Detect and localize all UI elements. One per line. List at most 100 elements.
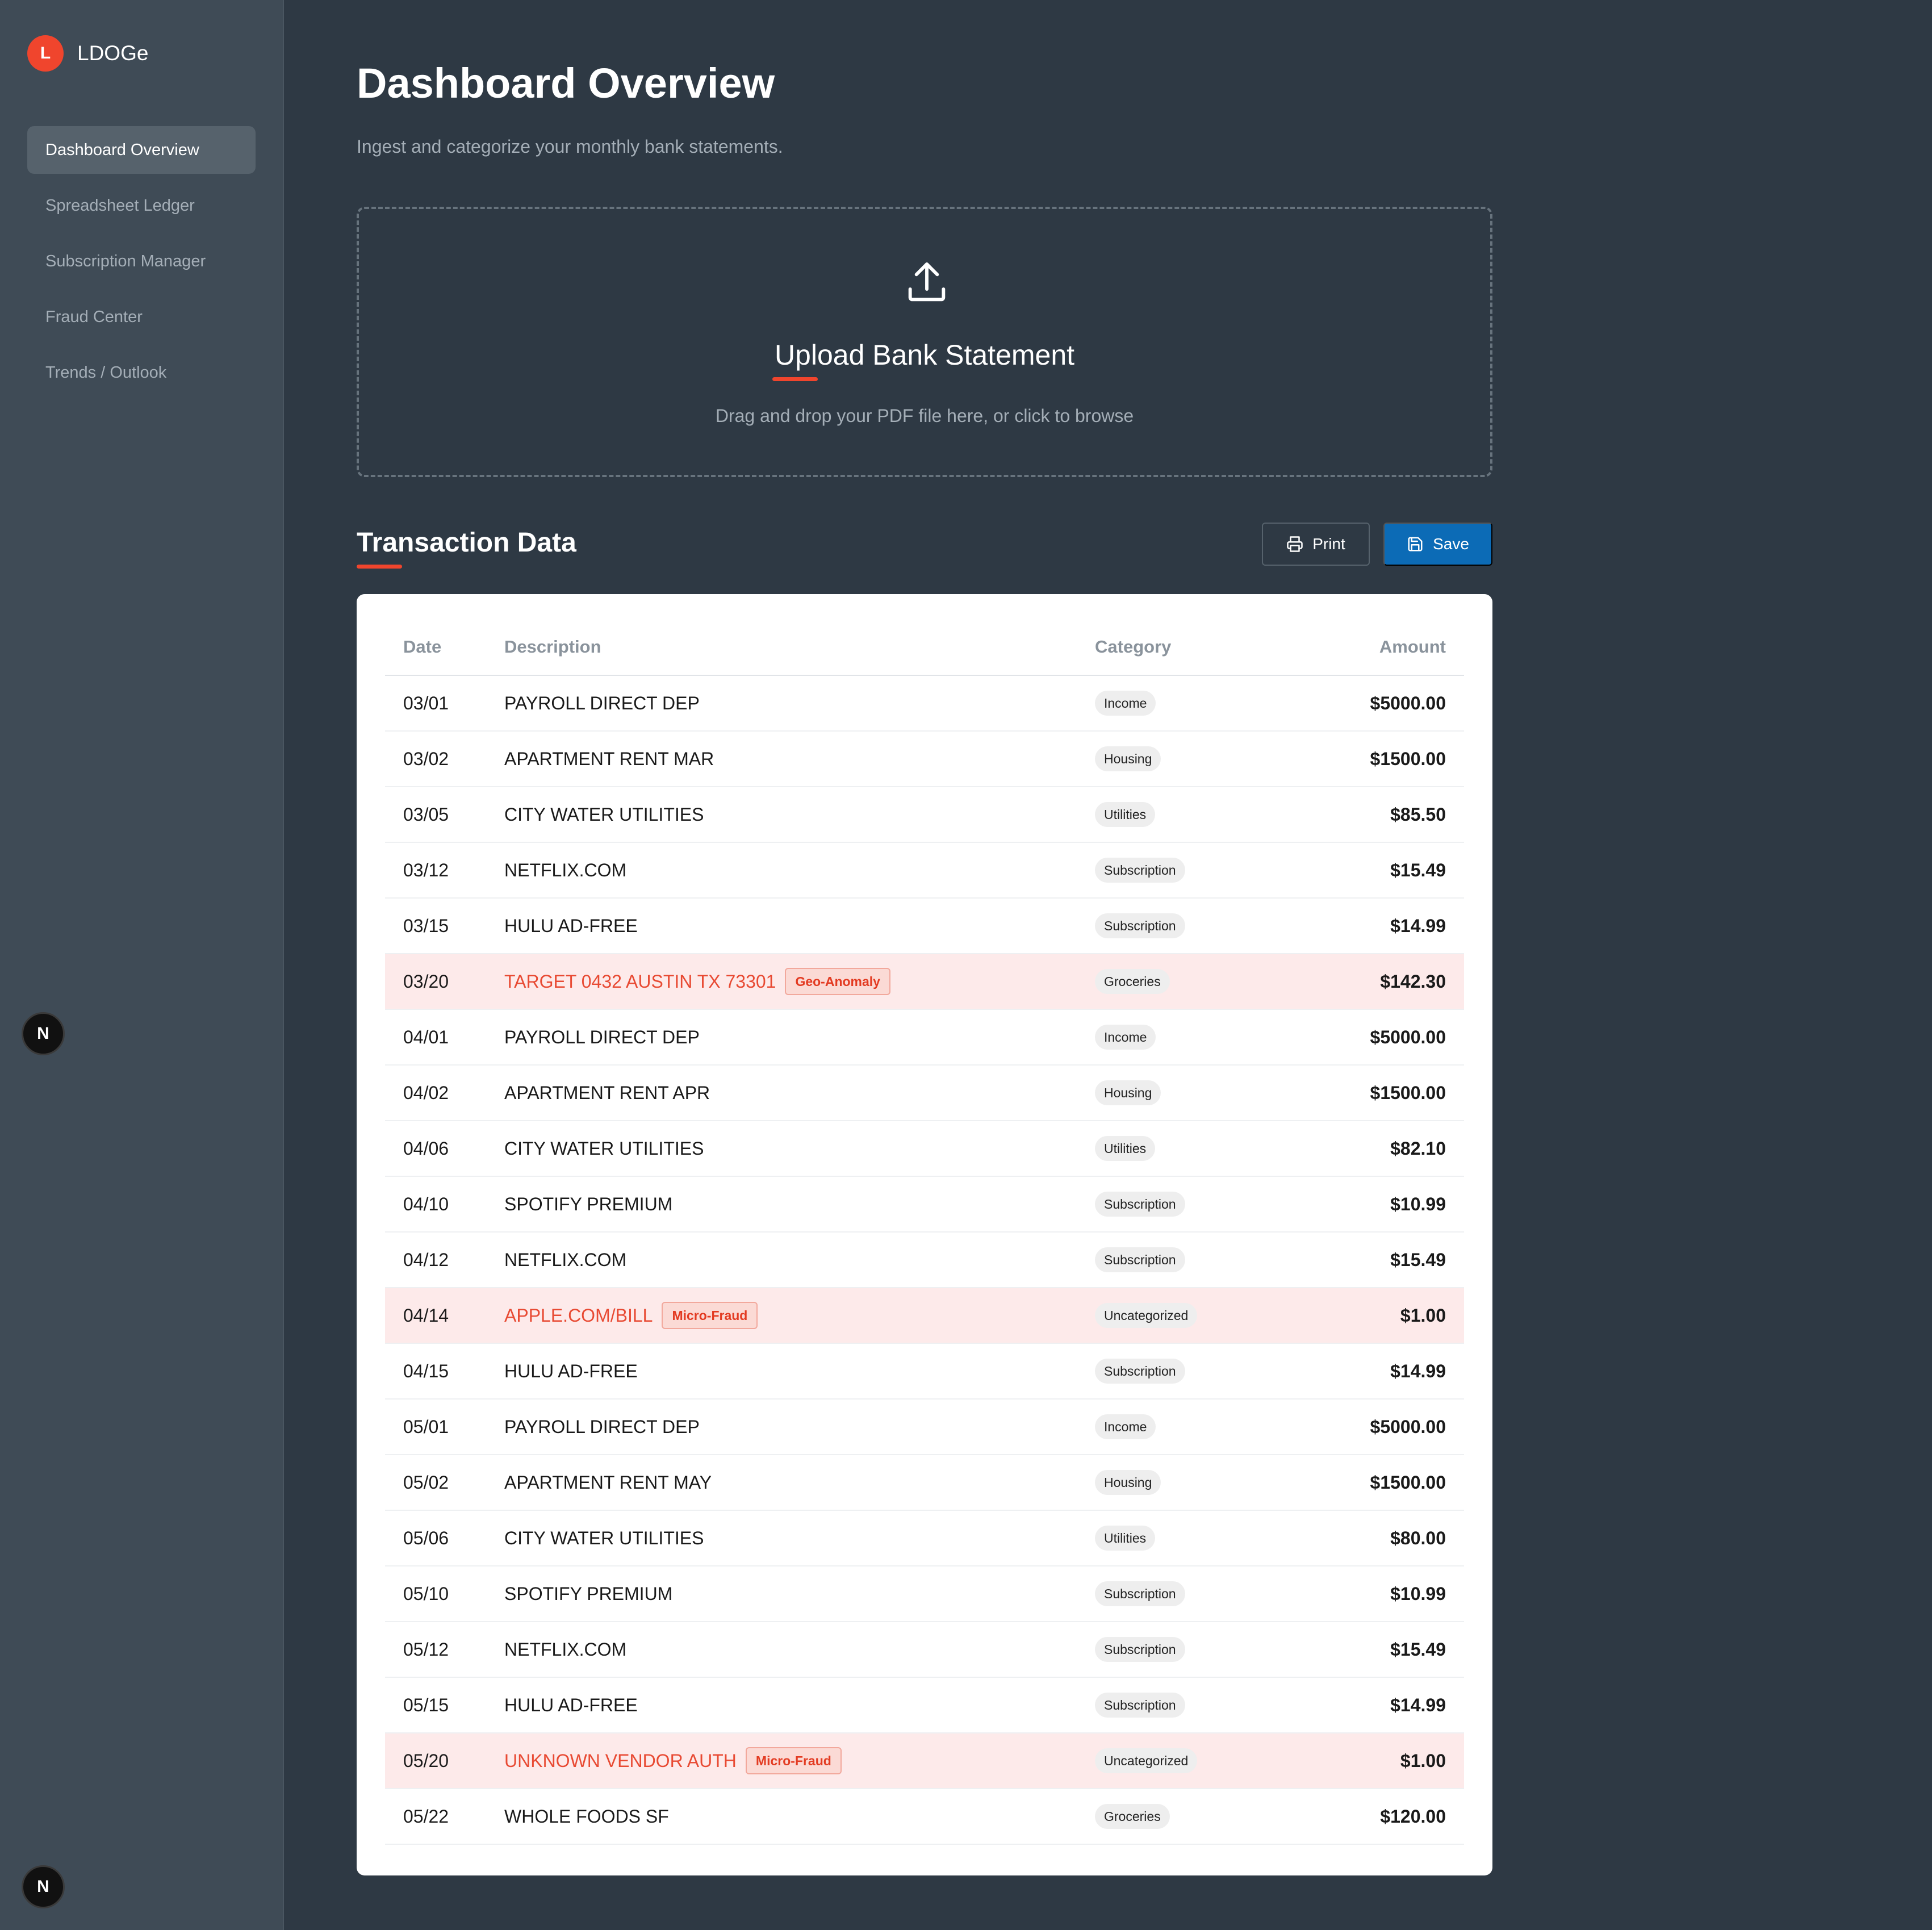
category-pill[interactable]: Utilities [1095,802,1156,827]
cell-date: 05/10 [403,1583,449,1604]
category-pill[interactable]: Subscription [1095,1693,1185,1718]
category-pill[interactable]: Utilities [1095,1526,1156,1551]
table-row[interactable]: 04/12 NETFLIX.COM Subscription $15.49 [385,1233,1464,1288]
table-row[interactable]: 05/10 SPOTIFY PREMIUM Subscription $10.99 [385,1566,1464,1622]
table-row[interactable]: 03/15 HULU AD-FREE Subscription $14.99 [385,899,1464,954]
table-row[interactable]: 03/05 CITY WATER UTILITIES Utilities $85.50 [385,787,1464,843]
save-button-label: Save [1433,535,1469,553]
sidebar-item-spreadsheet-ledger[interactable]: Spreadsheet Ledger [45,196,195,215]
category-pill[interactable]: Groceries [1095,969,1170,994]
cell-description: SPOTIFY PREMIUM [504,1584,1095,1605]
fraud-flag-badge: Micro-Fraud [745,1747,842,1774]
upload-hint: Drag and drop your PDF file here, or cli… [715,406,1134,426]
category-pill[interactable]: Groceries [1095,1804,1170,1829]
brand-logo: L [27,35,64,72]
table-row[interactable]: 04/10 SPOTIFY PREMIUM Subscription $10.99 [385,1177,1464,1233]
category-pill[interactable]: Housing [1095,1470,1161,1495]
cell-description: UNKNOWN VENDOR AUTH Micro-Fraud [504,1747,1095,1774]
cell-date: 04/02 [403,1082,449,1103]
cell-category: Uncategorized [1095,1748,1311,1773]
description-text: UNKNOWN VENDOR AUTH [504,1750,737,1771]
table-row[interactable]: 03/01 PAYROLL DIRECT DEP Income $5000.00 [385,676,1464,732]
cell-amount: $80.00 [1390,1527,1446,1548]
cell-category: Groceries [1095,969,1311,994]
cell-amount: $1.00 [1400,1305,1446,1326]
category-pill[interactable]: Subscription [1095,913,1185,938]
cell-description: PAYROLL DIRECT DEP [504,1417,1095,1438]
category-pill[interactable]: Utilities [1095,1136,1156,1161]
cell-description: APARTMENT RENT MAR [504,749,1095,770]
print-button[interactable]: Print [1262,523,1370,566]
category-pill[interactable]: Income [1095,1025,1156,1050]
category-pill[interactable]: Subscription [1095,858,1185,883]
table-row[interactable]: 04/06 CITY WATER UTILITIES Utilities $82.10 [385,1121,1464,1177]
cell-category: Income [1095,1414,1311,1439]
category-pill[interactable]: Uncategorized [1095,1303,1198,1328]
column-header-date[interactable]: Date [403,637,442,657]
table-row[interactable]: 05/01 PAYROLL DIRECT DEP Income $5000.00 [385,1400,1464,1455]
category-pill[interactable]: Housing [1095,746,1161,771]
category-pill[interactable]: Uncategorized [1095,1748,1198,1773]
save-button[interactable]: Save [1383,523,1492,566]
category-pill[interactable]: Housing [1095,1080,1161,1105]
cell-category: Subscription [1095,1693,1311,1718]
column-header-amount[interactable]: Amount [1379,637,1446,657]
table-row[interactable]: 03/12 NETFLIX.COM Subscription $15.49 [385,843,1464,899]
description-text: APPLE.COM/BILL [504,1305,653,1326]
column-header-description[interactable]: Description [504,637,601,657]
table-row[interactable]: 05/12 NETFLIX.COM Subscription $15.49 [385,1622,1464,1678]
dev-tools-badge-bottom[interactable]: N [22,1865,65,1908]
table-row[interactable]: 05/15 HULU AD-FREE Subscription $14.99 [385,1678,1464,1733]
transactions-card: Date Description Category Amount 03/01 PA… [357,594,1492,1875]
cell-date: 04/10 [403,1193,449,1214]
dev-tools-badge[interactable]: N [22,1012,65,1055]
page-subtitle: Ingest and categorize your monthly bank … [357,136,783,157]
category-pill[interactable]: Subscription [1095,1359,1185,1384]
brand[interactable]: L LDOGe [27,35,148,72]
sidebar-item-fraud-center[interactable]: Fraud Center [45,307,143,326]
table-row-flagged[interactable]: 05/20 UNKNOWN VENDOR AUTH Micro-Fraud Uncat… [385,1733,1464,1789]
cell-description: SPOTIFY PREMIUM [504,1194,1095,1215]
cell-amount: $142.30 [1380,971,1446,992]
sidebar-item-subscription-manager[interactable]: Subscription Manager [45,252,206,270]
category-pill[interactable]: Subscription [1095,1192,1185,1217]
table-row[interactable]: 05/06 CITY WATER UTILITIES Utilities $80.00 [385,1511,1464,1566]
sidebar-item-trends-outlook[interactable]: Trends / Outlook [45,363,167,382]
cell-category: Subscription [1095,1581,1311,1606]
cell-amount: $5000.00 [1370,1026,1446,1047]
sidebar-item-dashboard-overview[interactable]: Dashboard Overview [27,126,256,174]
description-text: NETFLIX.COM [504,859,627,880]
cell-amount: $120.00 [1380,1806,1446,1827]
table-row[interactable]: 03/02 APARTMENT RENT MAR Housing $1500.00 [385,732,1464,787]
table-row[interactable]: 04/15 HULU AD-FREE Subscription $14.99 [385,1344,1464,1400]
column-header-category[interactable]: Category [1095,637,1172,657]
category-pill[interactable]: Income [1095,1414,1156,1439]
category-pill[interactable]: Subscription [1095,1581,1185,1606]
table-row-flagged[interactable]: 03/20 TARGET 0432 AUSTIN TX 73301 Geo-Anom… [385,954,1464,1010]
description-text: WHOLE FOODS SF [504,1806,669,1827]
table-row-flagged[interactable]: 04/14 APPLE.COM/BILL Micro-Fraud Uncategori… [385,1288,1464,1344]
cell-category: Subscription [1095,1359,1311,1384]
table-row[interactable]: 04/02 APARTMENT RENT APR Housing $1500.00 [385,1066,1464,1121]
table-row[interactable]: 05/22 WHOLE FOODS SF Groceries $120.00 [385,1789,1464,1845]
category-pill[interactable]: Subscription [1095,1637,1185,1662]
category-pill[interactable]: Income [1095,691,1156,716]
cell-description: NETFLIX.COM [504,1639,1095,1660]
category-pill[interactable]: Subscription [1095,1247,1185,1272]
cell-date: 05/01 [403,1416,449,1437]
table-row[interactable]: 04/01 PAYROLL DIRECT DEP Income $5000.00 [385,1010,1464,1066]
cell-description: APARTMENT RENT APR [504,1083,1095,1104]
cell-description: CITY WATER UTILITIES [504,1138,1095,1159]
cell-description: WHOLE FOODS SF [504,1806,1095,1827]
upload-title-underline [772,377,818,381]
cell-amount: $1500.00 [1370,748,1446,769]
page-title: Dashboard Overview [357,60,775,107]
upload-dropzone[interactable]: Upload Bank Statement Drag and drop your… [357,207,1492,477]
cell-category: Housing [1095,1080,1311,1105]
cell-category: Groceries [1095,1804,1311,1829]
table-row[interactable]: 05/02 APARTMENT RENT MAY Housing $1500.00 [385,1455,1464,1511]
cell-description: NETFLIX.COM [504,860,1095,881]
description-text: NETFLIX.COM [504,1249,627,1270]
description-text: HULU AD-FREE [504,1360,638,1381]
cell-category: Uncategorized [1095,1303,1311,1328]
